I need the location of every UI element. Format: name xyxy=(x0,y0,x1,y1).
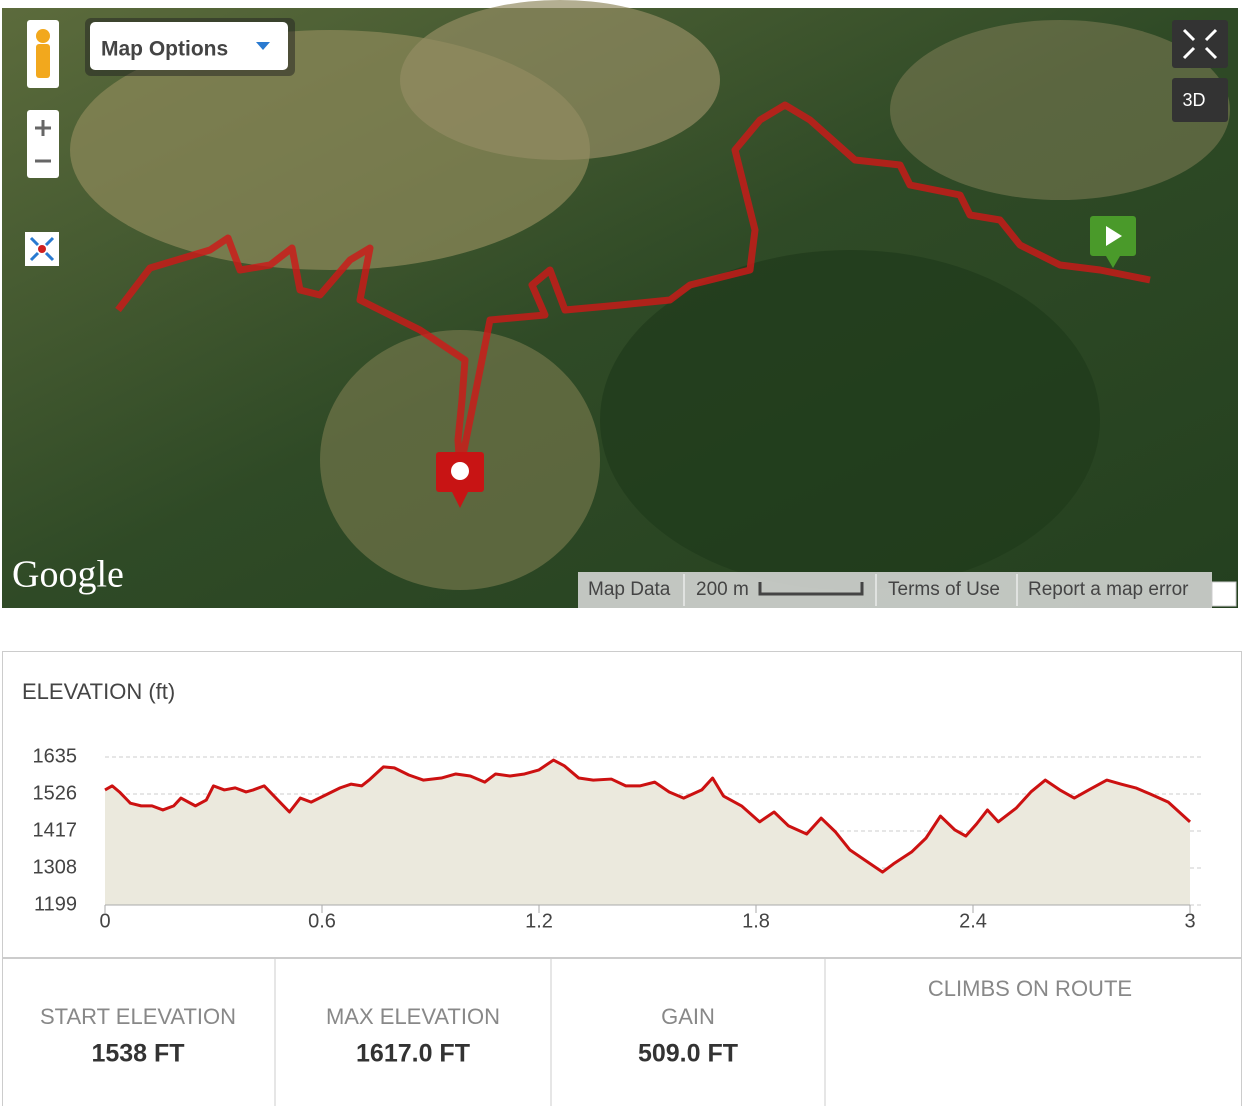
fullscreen-button[interactable] xyxy=(1172,20,1228,68)
elevation-chart: 1199 1308 1417 1526 1635 0 0.6 1.2 1.8 2.4 3 xyxy=(33,745,1202,932)
recenter-button[interactable] xyxy=(25,232,59,266)
end-marker[interactable] xyxy=(436,452,484,508)
stat-value: 1617.0 FT xyxy=(356,1040,470,1068)
chart-title: ELEVATION (ft) xyxy=(22,679,175,704)
terms-link[interactable]: Terms of Use xyxy=(888,579,1000,600)
report-link[interactable]: Report a map error xyxy=(1028,579,1189,600)
map-data-link[interactable]: Map Data xyxy=(588,579,671,600)
route xyxy=(115,101,1151,474)
y-tick-label: 1417 xyxy=(33,819,78,841)
y-tick-label: 1526 xyxy=(33,782,78,804)
x-tick-label: 1.8 xyxy=(742,910,770,932)
3d-button[interactable]: 3D xyxy=(1172,78,1228,122)
climbs-label: CLIMBS ON ROUTE xyxy=(928,976,1132,1001)
stat-value: 1538 FT xyxy=(91,1040,184,1068)
x-tick-label: 0 xyxy=(99,910,110,932)
stat-label: GAIN xyxy=(661,1004,715,1029)
zoom-control[interactable] xyxy=(27,110,59,178)
area-fill xyxy=(105,760,1190,905)
map-options-button[interactable]: Map Options xyxy=(85,18,295,76)
stats: START ELEVATION 1538 FT MAX ELEVATION 1617.… xyxy=(40,1004,738,1068)
meadow xyxy=(890,20,1230,200)
stat-value: 509.0 FT xyxy=(638,1040,738,1068)
forest xyxy=(600,250,1100,590)
stat-label: START ELEVATION xyxy=(40,1004,236,1029)
map-options-label[interactable]: Map Options xyxy=(101,38,228,61)
resize-handle[interactable] xyxy=(1211,581,1237,607)
y-tick-label: 1308 xyxy=(33,856,78,878)
google-logo: Google xyxy=(12,554,124,596)
map[interactable]: Map Options 3D Google Map Data 200 m xyxy=(2,0,1238,608)
start-marker[interactable] xyxy=(1090,216,1136,268)
x-tick-label: 3 xyxy=(1184,910,1195,932)
y-tick-label: 1199 xyxy=(34,893,77,915)
pegman[interactable] xyxy=(27,20,59,88)
x-tick-label: 0.6 xyxy=(308,910,336,932)
stat-label: MAX ELEVATION xyxy=(326,1004,500,1029)
scale-bar xyxy=(758,582,864,596)
y-tick-label: 1635 xyxy=(33,745,78,767)
stats-panel xyxy=(2,958,1242,1106)
elevation-line xyxy=(104,758,1192,874)
x-tick-label: 2.4 xyxy=(959,910,987,932)
x-tick-label: 1.2 xyxy=(525,910,553,932)
meadow xyxy=(400,0,720,160)
3d-label[interactable]: 3D xyxy=(1182,90,1205,110)
scale-label: 200 m xyxy=(696,579,749,600)
